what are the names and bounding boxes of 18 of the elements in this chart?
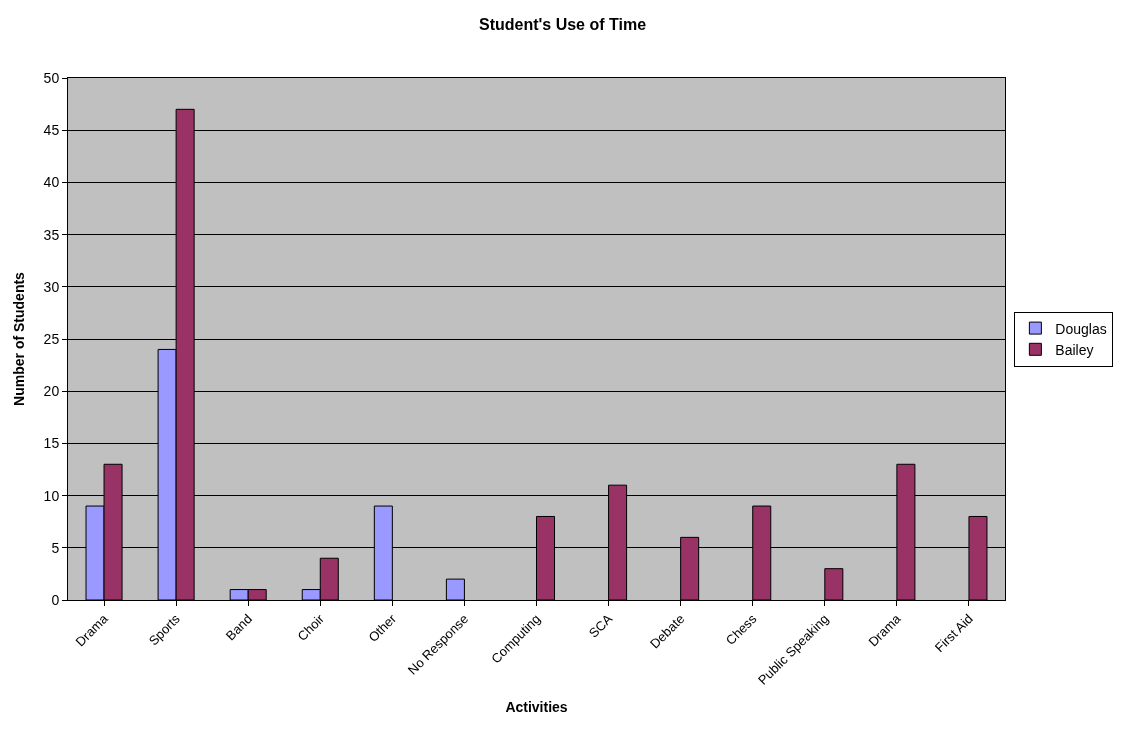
x-tick-label: SCA: [585, 610, 616, 641]
y-tick-label: 15: [43, 435, 60, 452]
y-tick-label: 20: [43, 383, 60, 400]
y-tick-label: 10: [43, 487, 60, 504]
y-tick-label: 0: [51, 591, 60, 608]
y-tick-label: 40: [43, 174, 60, 191]
legend-label: Bailey: [1055, 341, 1094, 358]
y-tick-label: 50: [43, 69, 60, 86]
y-tick-label: 30: [43, 278, 60, 295]
y-tick-label: 45: [43, 122, 60, 139]
x-tick-label: First Aid: [931, 611, 976, 656]
y-tick-label: 5: [51, 539, 60, 556]
y-tick-label: 25: [43, 330, 60, 347]
chart-title: Student's Use of Time: [478, 15, 647, 33]
y-tick-label: 35: [43, 226, 60, 243]
y-axis-title: Number of Students: [11, 271, 28, 406]
legend-label: Douglas: [1055, 320, 1107, 337]
x-axis-title: Activities: [505, 699, 568, 716]
